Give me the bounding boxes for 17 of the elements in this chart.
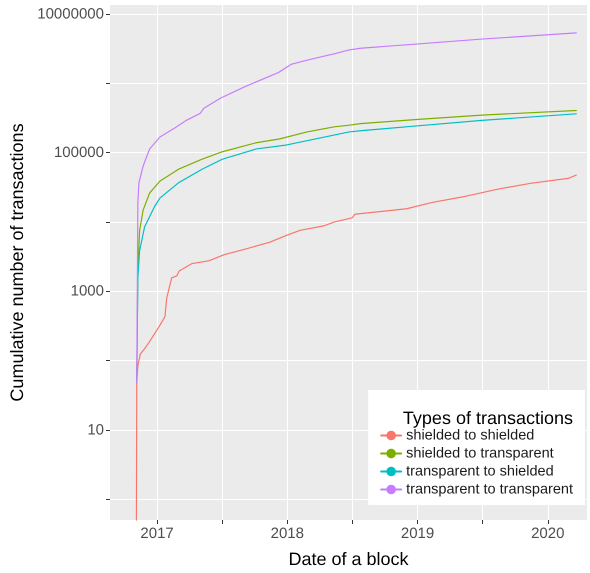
y-tick-label: 1000 (70, 282, 104, 300)
line-series (136, 32, 577, 384)
y-axis-title: Cumulative number of transactions (7, 123, 27, 402)
legend-label: shielded to transparent (406, 446, 554, 462)
legend-title: Types of transactions (402, 408, 574, 428)
legend-label: transparent to shielded (406, 464, 554, 480)
line-series (136, 174, 577, 521)
x-axis-title: Date of a block (288, 549, 410, 569)
y-tick-label: 10 (87, 421, 104, 438)
x-tick-label: 2019 (400, 525, 434, 542)
legend-label: shielded to shielded (406, 428, 534, 444)
x-tick-label: 2020 (531, 525, 564, 542)
y-tick-label: 100000 (54, 144, 104, 162)
x-tick-label: 2018 (270, 525, 304, 542)
y-tick-label: 10000000 (37, 6, 104, 23)
x-tick-label: 2017 (140, 525, 174, 542)
legend-label: transparent to transparent (406, 482, 574, 498)
